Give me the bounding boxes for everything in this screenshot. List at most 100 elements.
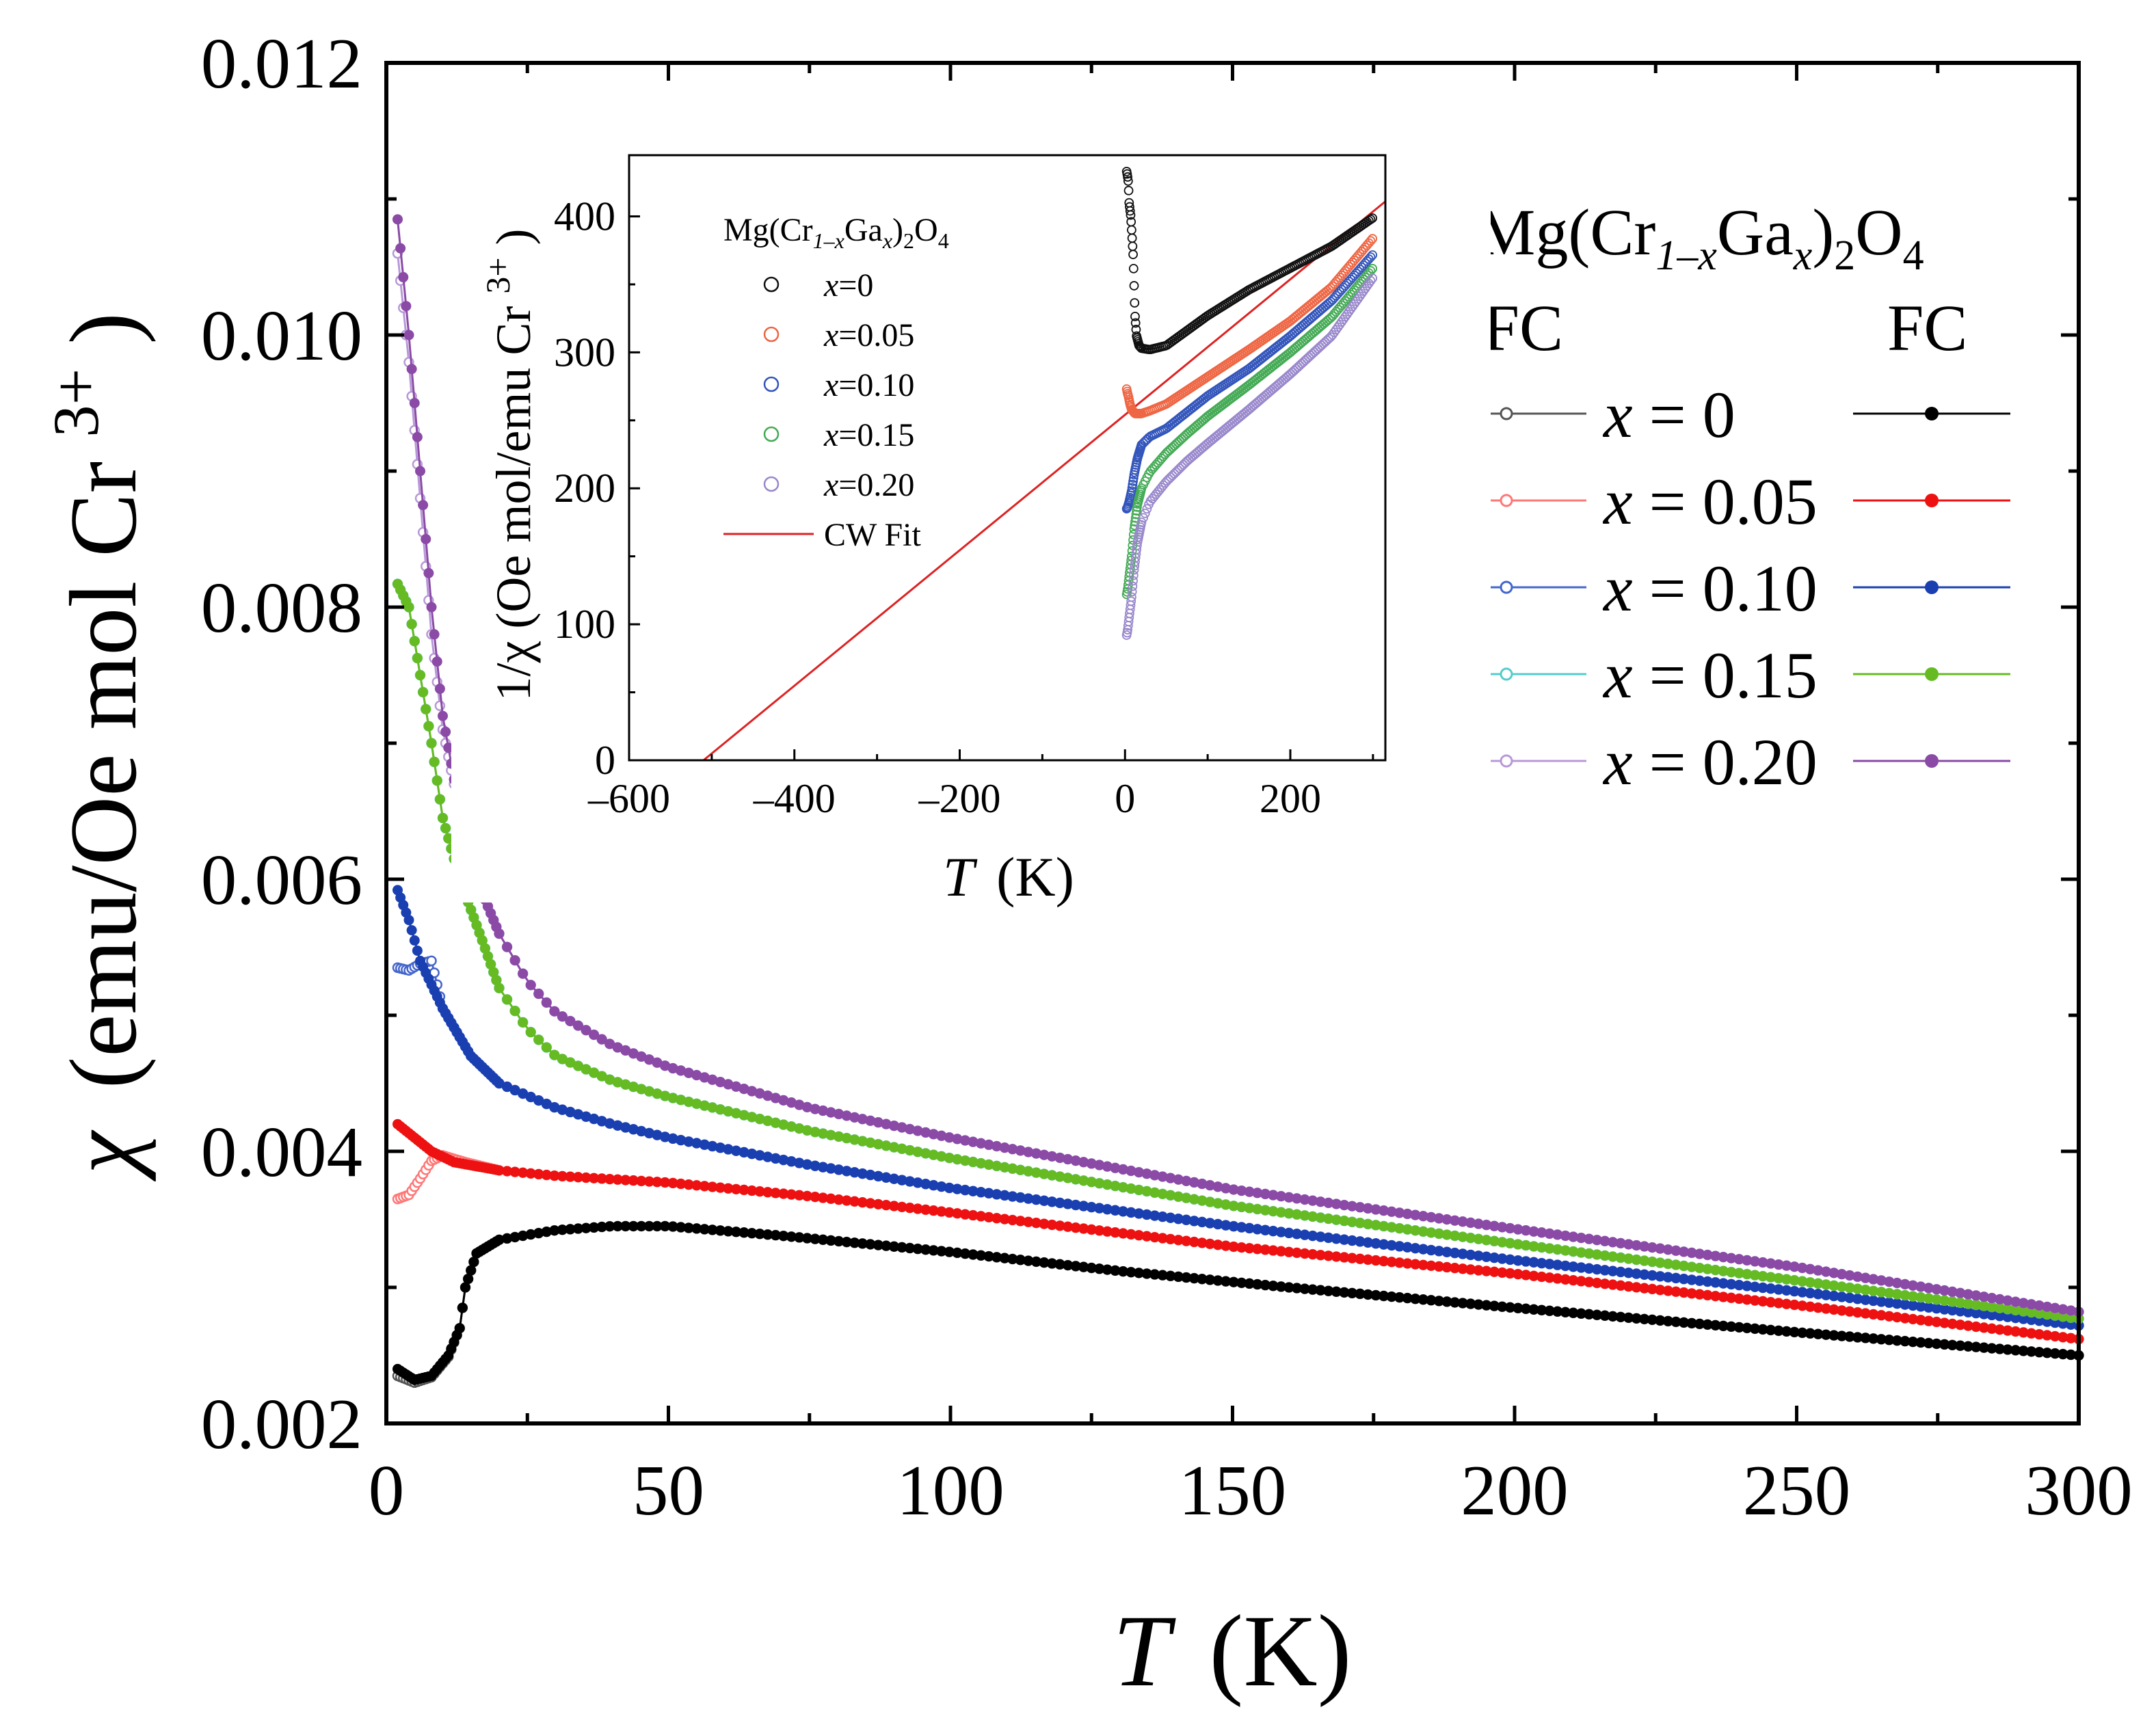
fc-point — [1299, 1194, 1310, 1205]
fc-point — [1497, 1222, 1508, 1233]
fc-point — [628, 1220, 639, 1231]
fc-point — [1275, 1246, 1286, 1257]
fc-point — [1205, 1218, 1215, 1229]
fc-point — [494, 928, 505, 939]
fc-point — [1702, 1250, 1713, 1261]
fc-point — [1418, 1244, 1428, 1255]
fc-point — [509, 955, 520, 966]
fc-point — [999, 1142, 1010, 1153]
fc-point — [1907, 1291, 1918, 1302]
fc-point — [1647, 1283, 1658, 1294]
fc-point — [525, 1229, 536, 1240]
fc-point — [1805, 1277, 1815, 1288]
x-tick-label: 100 — [896, 1450, 1004, 1530]
inset-legend-label: x=0.05 — [823, 317, 914, 353]
fc-point — [1402, 1209, 1413, 1220]
fc-point — [1837, 1330, 1847, 1341]
fc-point — [1007, 1253, 1018, 1264]
fc-point — [525, 1168, 536, 1179]
inset-x-tick-label: 200 — [1260, 776, 1321, 821]
fc-point — [1283, 1246, 1294, 1257]
fc-point — [412, 653, 423, 664]
fc-point — [992, 1141, 1002, 1152]
fc-point — [810, 1233, 821, 1244]
fc-point — [1742, 1322, 1753, 1333]
fc-point — [1766, 1297, 1776, 1308]
fc-point — [1978, 1322, 1989, 1333]
fc-point — [857, 1114, 868, 1125]
fc-point — [1995, 1324, 2005, 1335]
fc-point — [2049, 1302, 2060, 1313]
legend-fc-marker — [1925, 754, 1939, 768]
fc-point — [403, 330, 414, 340]
fc-point — [652, 1177, 663, 1188]
main-tick-labels: 0 50 100 150 200 250 3000.0020.0040.0060.0080.… — [201, 23, 2133, 1530]
fc-point — [1900, 1278, 1911, 1289]
fc-point — [944, 1182, 955, 1193]
fc-point — [1212, 1240, 1223, 1250]
inset-legend-entry: x=0.20 — [763, 467, 914, 503]
fc-point — [1837, 1269, 1847, 1280]
fc-point — [463, 1274, 474, 1285]
inset-point — [1368, 234, 1378, 244]
fc-point — [1441, 1296, 1452, 1307]
fc-point — [1647, 1257, 1658, 1268]
fc-point — [1450, 1215, 1461, 1226]
fc-point — [1331, 1199, 1342, 1209]
fc-point — [1386, 1222, 1397, 1233]
fc-point — [1568, 1246, 1579, 1257]
fc-point — [1039, 1257, 1050, 1268]
fc-point — [841, 1133, 852, 1144]
fc-point — [801, 1101, 812, 1112]
fc-point — [1915, 1315, 1926, 1326]
fc-point — [643, 1176, 654, 1187]
fc-point — [747, 1228, 758, 1239]
inset-legend-fit-entry: CW Fit — [723, 517, 921, 553]
fc-point — [1379, 1291, 1389, 1302]
fc-point — [1054, 1197, 1065, 1208]
fc-point — [818, 1128, 829, 1139]
fc-point — [667, 1093, 678, 1103]
fc-point — [1876, 1275, 1887, 1286]
fc-point — [1686, 1274, 1697, 1285]
fc-point — [406, 364, 417, 375]
fc-point — [2034, 1347, 2045, 1358]
inset-point — [1127, 483, 1137, 493]
fc-point — [1860, 1294, 1871, 1305]
fc-point — [1773, 1284, 1784, 1295]
fc-point — [1433, 1228, 1444, 1239]
fc-point — [1631, 1313, 1642, 1324]
fc-point — [1465, 1249, 1476, 1260]
fc-point — [1007, 1191, 1018, 1202]
fc-point — [896, 1201, 907, 1212]
fc-point — [825, 1193, 836, 1204]
fc-point — [533, 1228, 544, 1239]
fc-point — [778, 1231, 789, 1242]
fc-point — [1900, 1289, 1911, 1300]
fc-point — [1844, 1292, 1855, 1303]
legend-entry-label: x = 0.15 — [1602, 639, 1818, 712]
fc-point — [936, 1206, 947, 1217]
fc-point — [1766, 1283, 1776, 1294]
fc-point — [525, 980, 536, 991]
inset-legend-value: =0 — [838, 267, 873, 304]
fc-point — [1986, 1323, 1997, 1334]
fc-point — [1584, 1233, 1595, 1244]
fc-point — [1766, 1272, 1776, 1283]
fc-point — [936, 1181, 947, 1192]
fc-point — [707, 1102, 718, 1113]
fc-point — [1379, 1239, 1389, 1250]
fc-point — [1283, 1282, 1294, 1293]
fc-point — [825, 1107, 836, 1118]
fc-point — [1078, 1261, 1089, 1272]
fc-point — [912, 1125, 923, 1136]
main-legend-rows: x = 0x = 0.05x = 0.10x = 0.15x = 0.20 — [1427, 378, 2010, 799]
fc-point — [1394, 1292, 1405, 1303]
fc-point — [1418, 1211, 1428, 1222]
fc-point — [1236, 1186, 1247, 1196]
fc-point — [865, 1198, 876, 1209]
fc-point — [1346, 1235, 1357, 1246]
fc-point — [1418, 1259, 1428, 1270]
fc-point — [541, 1042, 552, 1053]
fc-point — [1379, 1205, 1389, 1216]
